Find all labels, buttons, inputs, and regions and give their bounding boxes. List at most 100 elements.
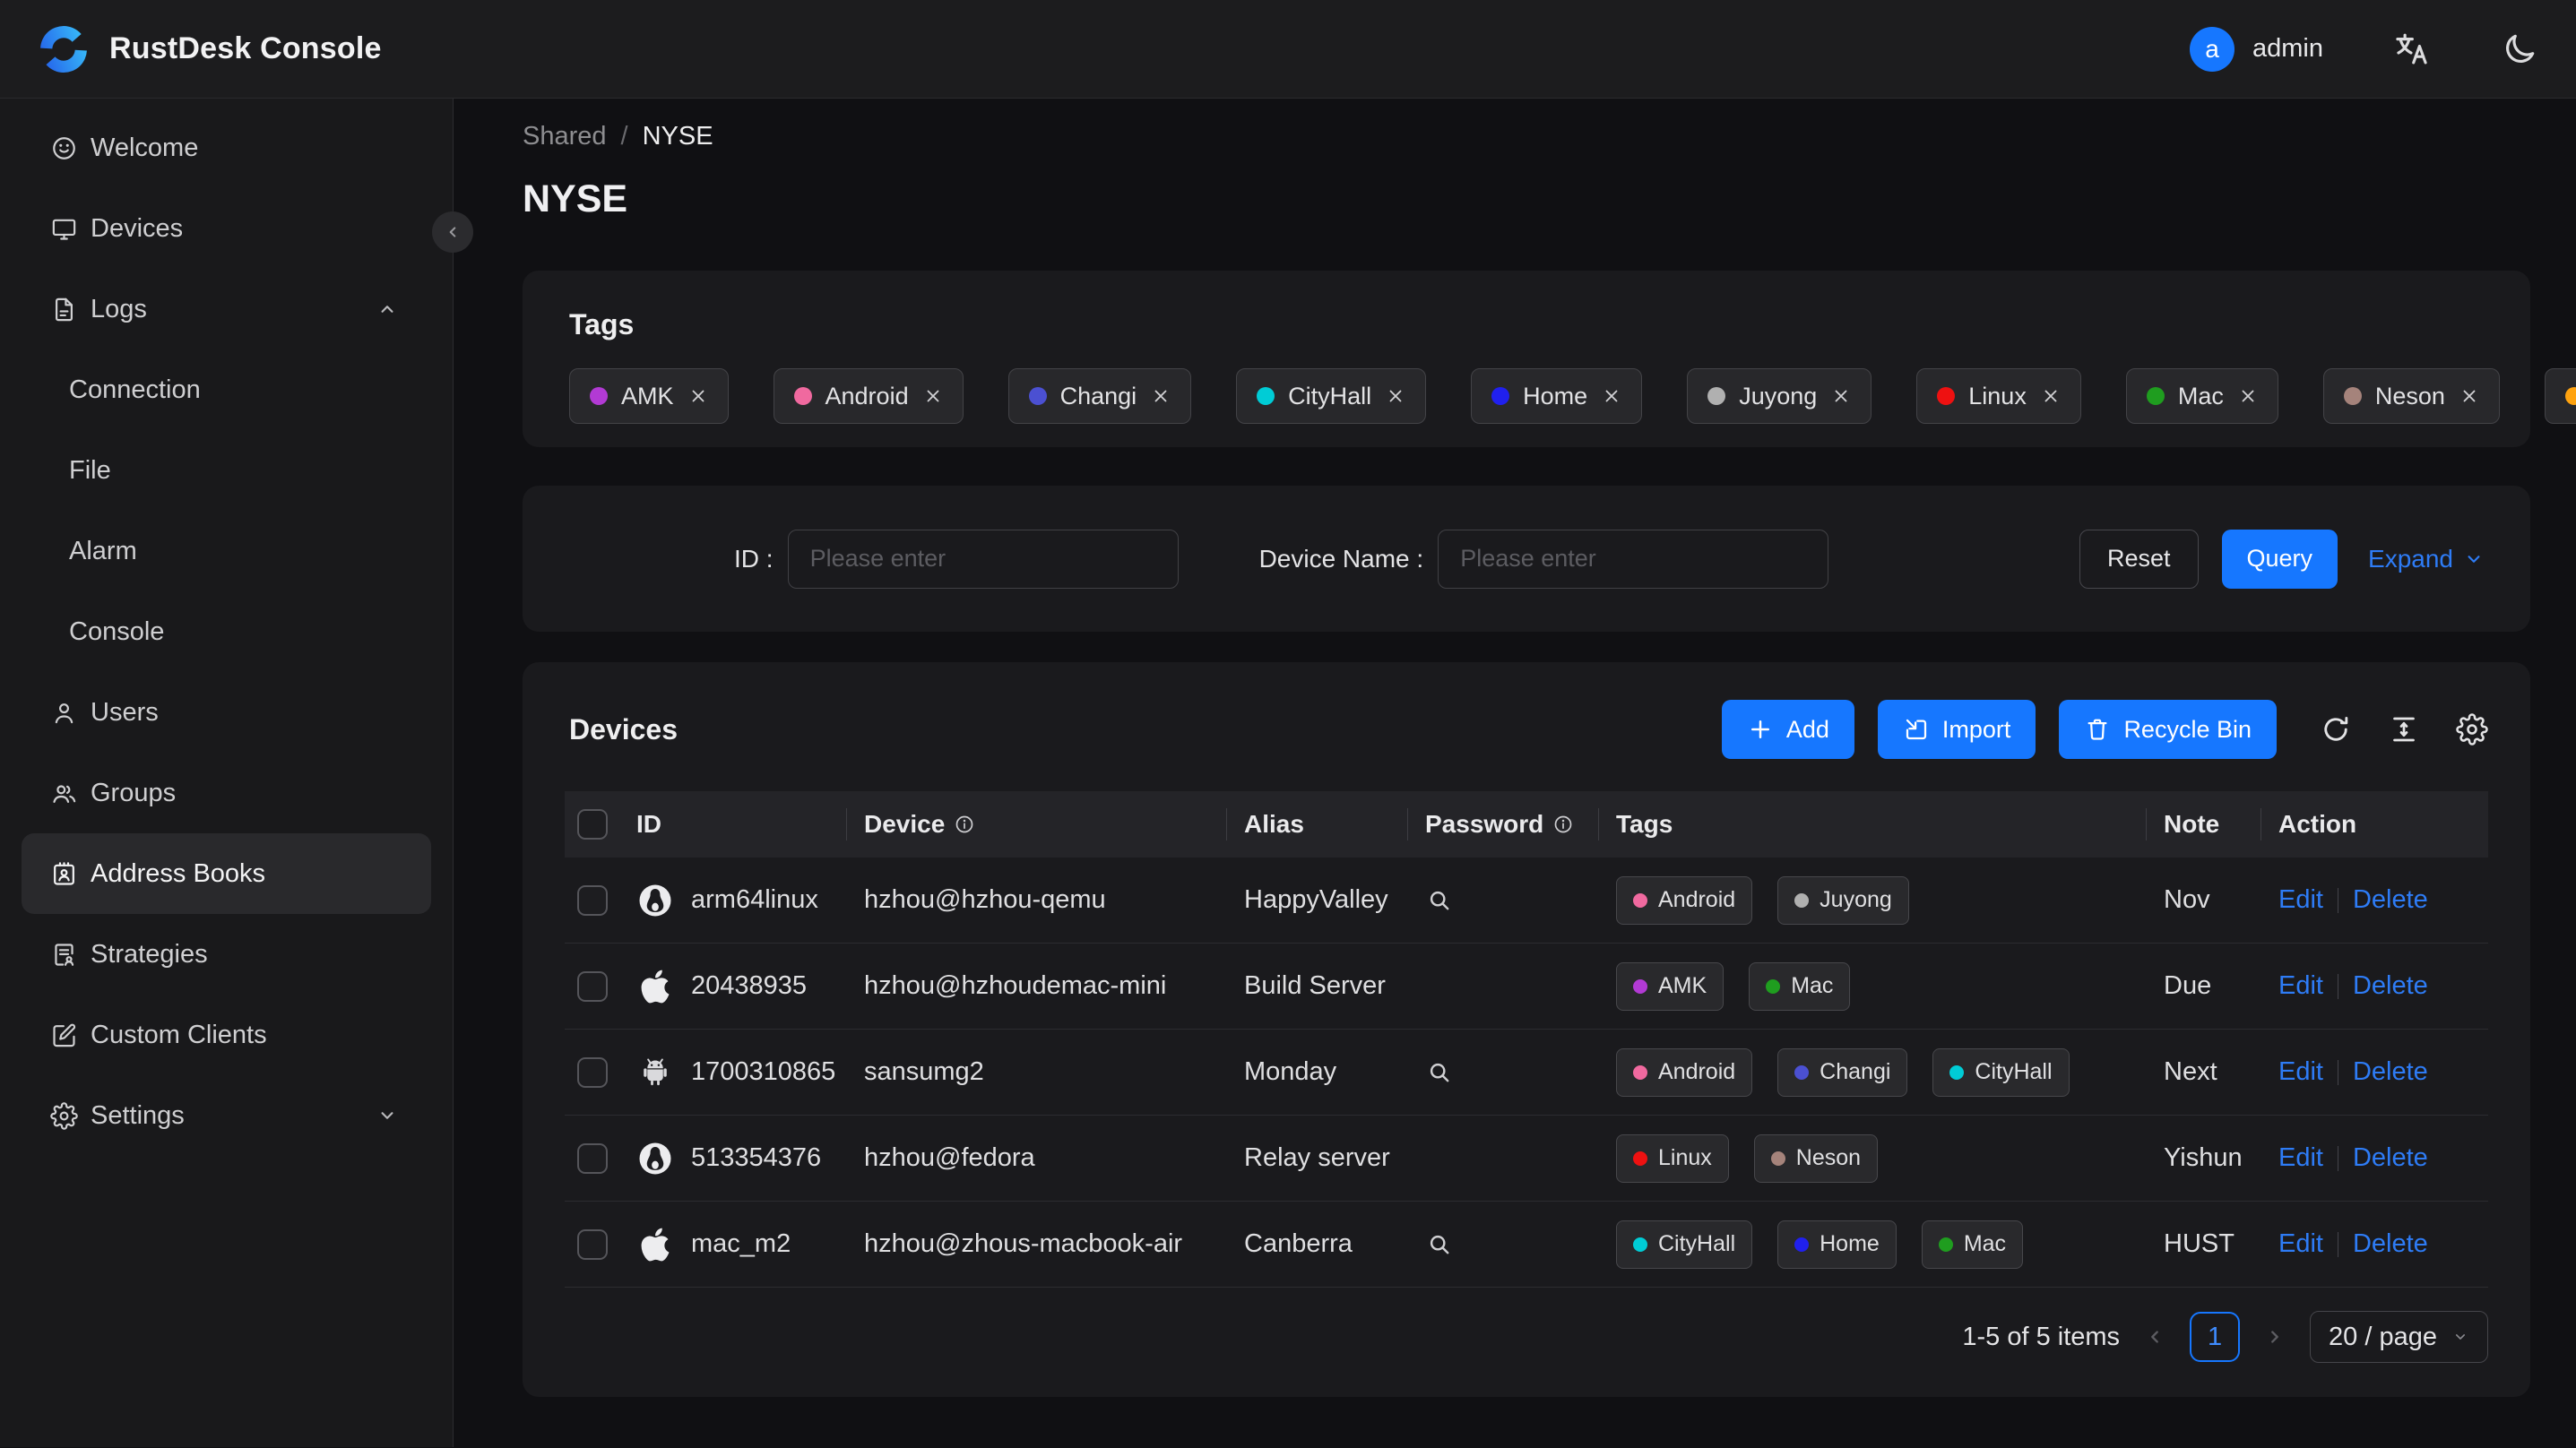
info-icon[interactable] (954, 814, 975, 835)
tag-chip-changi[interactable]: Changi (1007, 368, 1192, 424)
row-height-icon[interactable] (2388, 713, 2420, 746)
sidebar-item-groups[interactable]: Groups (22, 753, 431, 833)
view-password-icon[interactable] (1425, 886, 1453, 914)
sidebar-item-label: Connection (69, 375, 201, 404)
edit-link[interactable]: Edit (2278, 885, 2323, 914)
recycle-bin-button[interactable]: Recycle Bin (2059, 700, 2277, 759)
reset-button[interactable]: Reset (2079, 529, 2199, 589)
devices-table: ID Device Alias Password Tags Note Action arm6… (565, 791, 2488, 1288)
breadcrumb: Shared / NYSE (523, 120, 2530, 152)
delete-link[interactable]: Delete (2352, 885, 2428, 914)
sidebar-collapse-button[interactable] (432, 211, 473, 253)
close-icon[interactable] (1151, 386, 1171, 406)
sidebar-item-label: Console (69, 616, 165, 646)
tag-color-dot (1028, 387, 1047, 405)
row-checkbox[interactable] (577, 1228, 608, 1260)
breadcrumb-current: NYSE (642, 121, 713, 151)
user-icon (50, 699, 78, 727)
edit-link[interactable]: Edit (2278, 1143, 2323, 1172)
table-row: mac_m2 hzhou@zhous-macbook-air Canberra Cit… (565, 1202, 2488, 1288)
breadcrumb-parent[interactable]: Shared (523, 121, 607, 151)
info-icon[interactable] (1552, 814, 1574, 835)
devices-table-header: ID Device Alias Password Tags Note Action (565, 791, 2488, 858)
add-device-button[interactable]: Add (1721, 700, 1854, 759)
view-password-icon[interactable] (1425, 1058, 1453, 1086)
tag-chip-home: Home (1777, 1220, 1897, 1269)
dark-mode-toggle-icon[interactable] (2501, 30, 2538, 68)
close-icon[interactable] (1831, 386, 1851, 406)
tag-label: Juyong (1739, 382, 1818, 409)
previous-page-icon[interactable] (2143, 1325, 2166, 1349)
sidebar-item-welcome[interactable]: Welcome (22, 108, 431, 188)
sidebar-item-custom-clients[interactable]: Custom Clients (22, 995, 431, 1075)
row-checkbox[interactable] (577, 884, 608, 916)
tag-color-dot (590, 387, 608, 405)
cell-password (1407, 1058, 1598, 1086)
delete-link[interactable]: Delete (2352, 1057, 2428, 1086)
delete-link[interactable]: Delete (2352, 1143, 2428, 1172)
tag-chip-amk[interactable]: AMK (569, 368, 729, 424)
import-button[interactable]: Import (1877, 700, 2036, 759)
query-button[interactable]: Query (2221, 529, 2338, 589)
row-checkbox[interactable] (577, 1056, 608, 1088)
tag-chip-juyong: Juyong (1777, 875, 1909, 925)
cell-tags: CityHall Home Mac (1598, 1220, 2146, 1269)
sidebar-item-alarm[interactable]: Alarm (22, 511, 431, 591)
tag-chip-row: AMK Android Changi CityHall Home Juyong Linux M… (569, 368, 2576, 424)
cell-device: hzhou@hzhoudemac-mini (864, 971, 1167, 1000)
sidebar-item-label: Logs (91, 294, 147, 323)
device-name-filter-label: Device Name : (1258, 544, 1424, 573)
page-number-button[interactable]: 1 (2190, 1312, 2241, 1362)
sidebar-item-file[interactable]: File (22, 430, 431, 511)
tag-color-dot (1794, 1237, 1810, 1252)
edit-link[interactable]: Edit (2278, 1057, 2323, 1086)
user-name[interactable]: admin (2252, 34, 2323, 63)
edit-link[interactable]: Edit (2278, 1229, 2323, 1258)
cell-device: hzhou@fedora (864, 1143, 1035, 1172)
sidebar-item-logs[interactable]: Logs (22, 269, 431, 349)
sidebar-item-console[interactable]: Console (22, 591, 431, 672)
tag-chip-windows[interactable]: Windows (2544, 368, 2576, 424)
row-checkbox[interactable] (577, 970, 608, 1002)
id-filter-input[interactable] (787, 529, 1179, 589)
sidebar-item-strategies[interactable]: Strategies (22, 914, 431, 995)
tag-label: AMK (1658, 973, 1707, 998)
apple-os-icon (636, 1226, 674, 1263)
select-all-checkbox[interactable] (577, 809, 608, 840)
tag-chip-android[interactable]: Android (773, 368, 964, 424)
table-settings-gear-icon[interactable] (2456, 713, 2488, 746)
trash-icon (2084, 716, 2111, 743)
sidebar-item-devices[interactable]: Devices (22, 188, 431, 269)
sidebar-item-connection[interactable]: Connection (22, 349, 431, 430)
user-avatar[interactable]: a (2190, 26, 2235, 72)
expand-toggle[interactable]: Expand (2368, 545, 2485, 573)
close-icon[interactable] (1602, 386, 1621, 406)
delete-link[interactable]: Delete (2352, 971, 2428, 1000)
close-icon[interactable] (1386, 386, 1405, 406)
close-icon[interactable] (2238, 386, 2258, 406)
device-name-filter-input[interactable] (1438, 529, 1829, 589)
sidebar-item-address-books[interactable]: Address Books (22, 833, 431, 914)
page-size-select[interactable]: 20 / page (2310, 1311, 2488, 1363)
sidebar-item-label: Welcome (91, 133, 199, 162)
translate-icon[interactable] (2393, 30, 2431, 68)
tag-chip-home[interactable]: Home (1471, 368, 1643, 424)
close-icon[interactable] (923, 386, 943, 406)
sidebar-item-settings[interactable]: Settings (22, 1075, 431, 1156)
tag-chip-linux[interactable]: Linux (1916, 368, 2081, 424)
tag-chip-neson[interactable]: Neson (2322, 368, 2500, 424)
edit-link[interactable]: Edit (2278, 971, 2323, 1000)
next-page-icon[interactable] (2263, 1325, 2286, 1349)
delete-link[interactable]: Delete (2352, 1229, 2428, 1258)
tag-chip-mac[interactable]: Mac (2125, 368, 2278, 424)
row-checkbox[interactable] (577, 1142, 608, 1174)
refresh-icon[interactable] (2320, 713, 2352, 746)
cell-action: Edit Delete (2260, 1143, 2488, 1173)
close-icon[interactable] (2459, 386, 2479, 406)
tag-chip-cityhall[interactable]: CityHall (1236, 368, 1427, 424)
close-icon[interactable] (688, 386, 708, 406)
tag-chip-juyong[interactable]: Juyong (1687, 368, 1872, 424)
sidebar-item-users[interactable]: Users (22, 672, 431, 753)
close-icon[interactable] (2041, 386, 2061, 406)
view-password-icon[interactable] (1425, 1230, 1453, 1258)
